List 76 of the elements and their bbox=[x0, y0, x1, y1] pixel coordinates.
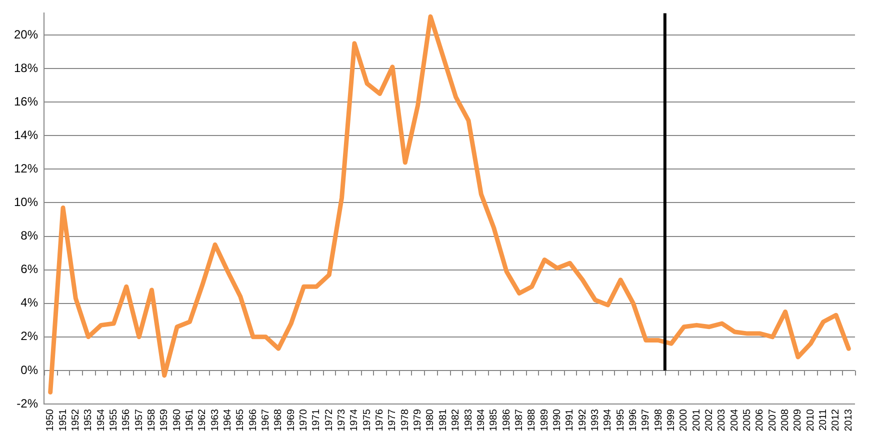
x-tick-label: 1995 bbox=[615, 408, 626, 432]
x-tick-label: 2000 bbox=[678, 408, 690, 432]
x-tick-label: 1999 bbox=[666, 408, 678, 432]
y-tick-label: 6% bbox=[20, 262, 38, 276]
x-tick-label: 1954 bbox=[96, 408, 107, 432]
y-tick-label: 2% bbox=[20, 329, 38, 344]
x-tick-label: 1951 bbox=[58, 408, 69, 432]
x-tick-label: 1981 bbox=[438, 408, 449, 432]
x-tick-label: 2005 bbox=[742, 408, 754, 432]
x-tick-label: 2007 bbox=[767, 408, 778, 432]
x-tick-label: 2012 bbox=[830, 408, 842, 432]
x-tick-label: 1961 bbox=[184, 408, 196, 432]
x-tick-label: 1959 bbox=[159, 408, 170, 432]
x-tick-label: 1967 bbox=[260, 408, 272, 432]
x-tick-label: 1975 bbox=[362, 408, 373, 432]
y-tick-label: 16% bbox=[14, 94, 38, 108]
x-tick-label: 1978 bbox=[400, 408, 411, 432]
x-tick-label: 1979 bbox=[412, 408, 424, 432]
x-tick-label: 1991 bbox=[564, 408, 576, 432]
x-tick-label: 1988 bbox=[526, 408, 538, 432]
x-tick-label: 1965 bbox=[235, 408, 246, 432]
y-tick-label: 20% bbox=[14, 27, 38, 42]
x-tick-label: 2004 bbox=[729, 408, 740, 432]
x-tick-label: 2002 bbox=[704, 408, 716, 432]
y-tick-label: -2% bbox=[16, 396, 38, 410]
x-tick-label: 1983 bbox=[463, 408, 474, 432]
x-tick-label: 1973 bbox=[336, 408, 348, 432]
y-tick-label: 10% bbox=[14, 195, 38, 210]
y-tick-label: 8% bbox=[20, 228, 38, 243]
x-tick-label: 1964 bbox=[222, 408, 234, 432]
x-tick-label: 1989 bbox=[539, 408, 550, 432]
x-tick-label: 1968 bbox=[273, 408, 284, 432]
x-tick-label: 1956 bbox=[121, 408, 132, 432]
x-tick-label: 1966 bbox=[248, 408, 259, 432]
x-tick-label: 1974 bbox=[349, 408, 360, 432]
x-tick-label: 1994 bbox=[602, 408, 614, 432]
x-tick-label: 2013 bbox=[843, 408, 854, 432]
x-tick-label: 1950 bbox=[45, 408, 56, 432]
x-tick-label: 1982 bbox=[450, 408, 462, 432]
y-tick-label: 0% bbox=[20, 362, 38, 377]
x-tick-label: 1960 bbox=[172, 408, 183, 432]
x-tick-label: 1990 bbox=[552, 408, 563, 432]
x-tick-label: 1984 bbox=[476, 408, 487, 432]
x-tick-label: 2008 bbox=[780, 408, 792, 432]
x-tick-label: 2011 bbox=[818, 408, 830, 431]
x-tick-label: 1962 bbox=[197, 408, 208, 432]
x-tick-label: 1996 bbox=[628, 408, 639, 432]
y-tick-label: 12% bbox=[14, 161, 38, 176]
x-tick-label: 1997 bbox=[640, 408, 652, 432]
x-tick-label: 1980 bbox=[425, 408, 436, 432]
y-tick-label: 4% bbox=[20, 296, 38, 310]
x-tick-label: 2001 bbox=[691, 408, 702, 432]
x-tick-label: 2009 bbox=[792, 408, 804, 432]
x-tick-label: 1971 bbox=[311, 408, 322, 432]
x-tick-label: 1972 bbox=[324, 408, 335, 432]
x-tick-label: 2010 bbox=[805, 408, 816, 432]
x-tick-label: 1963 bbox=[210, 408, 221, 432]
x-tick-label: 1985 bbox=[488, 408, 500, 432]
x-tick-label: 2003 bbox=[716, 408, 728, 432]
x-tick-label: 1957 bbox=[134, 408, 145, 432]
x-tick-label: 1952 bbox=[70, 408, 82, 432]
x-tick-label: 1976 bbox=[374, 408, 386, 432]
x-tick-label: 1970 bbox=[298, 408, 310, 432]
x-tick-label: 1987 bbox=[514, 408, 525, 432]
x-tick-label: 1986 bbox=[501, 408, 512, 432]
x-tick-label: 1992 bbox=[577, 408, 588, 432]
x-tick-label: 1969 bbox=[286, 408, 297, 432]
x-tick-label: 1993 bbox=[590, 408, 601, 432]
y-tick-label: 18% bbox=[14, 60, 38, 75]
x-tick-label: 1953 bbox=[83, 408, 94, 432]
x-tick-label: 1998 bbox=[653, 408, 664, 432]
x-tick-label: 1977 bbox=[387, 408, 398, 432]
y-tick-label: 14% bbox=[14, 128, 38, 142]
x-tick-label: 1958 bbox=[146, 408, 158, 432]
x-tick-label: 1955 bbox=[108, 408, 120, 432]
x-tick-label: 2006 bbox=[754, 408, 766, 432]
